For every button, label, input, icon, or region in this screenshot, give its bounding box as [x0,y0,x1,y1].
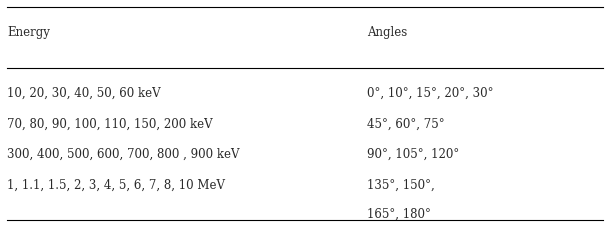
Text: 165°, 180°: 165°, 180° [367,208,431,221]
Text: 90°, 105°, 120°: 90°, 105°, 120° [367,148,459,161]
Text: 10, 20, 30, 40, 50, 60 keV: 10, 20, 30, 40, 50, 60 keV [7,87,161,100]
Text: Angles: Angles [367,26,407,39]
Text: Energy: Energy [7,26,50,39]
Text: 70, 80, 90, 100, 110, 150, 200 keV: 70, 80, 90, 100, 110, 150, 200 keV [7,118,213,131]
Text: 300, 400, 500, 600, 700, 800 , 900 keV: 300, 400, 500, 600, 700, 800 , 900 keV [7,148,240,161]
Text: 0°, 10°, 15°, 20°, 30°: 0°, 10°, 15°, 20°, 30° [367,87,493,100]
Text: 1, 1.1, 1.5, 2, 3, 4, 5, 6, 7, 8, 10 MeV: 1, 1.1, 1.5, 2, 3, 4, 5, 6, 7, 8, 10 MeV [7,179,225,192]
Text: 45°, 60°, 75°: 45°, 60°, 75° [367,118,445,131]
Text: 135°, 150°,: 135°, 150°, [367,179,435,192]
